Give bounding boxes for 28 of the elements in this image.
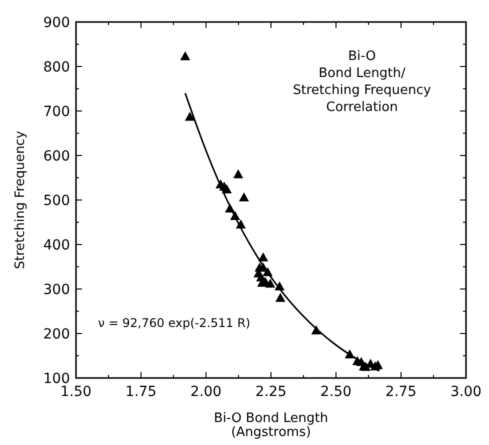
y-tick-label: 200 — [43, 326, 70, 342]
point — [233, 169, 244, 178]
y-tick-label: 900 — [43, 14, 70, 31]
point — [238, 192, 249, 202]
y-tick-label: 500 — [43, 192, 70, 209]
y-tick-label: 100 — [43, 370, 70, 387]
y-tick-label: 800 — [43, 59, 70, 76]
x-tick-label: 2.00 — [190, 384, 222, 400]
point — [258, 252, 268, 262]
point — [265, 278, 276, 288]
y-tick-label: 400 — [43, 237, 70, 254]
point — [180, 51, 190, 60]
x-tick-label: 2.25 — [255, 384, 287, 400]
x-tick-label: 2.75 — [385, 384, 417, 400]
y-axis-title: Stretching Frequency — [13, 130, 28, 270]
y-tick-label: 700 — [43, 104, 70, 120]
point — [275, 292, 286, 302]
x-tick-label: 1.75 — [125, 384, 157, 400]
x-tick-label: 2.50 — [320, 384, 352, 400]
y-tick-label: 600 — [43, 148, 70, 164]
y-tick-label: 300 — [43, 282, 70, 298]
text: Bi-O Bond Length/ Stretching Frequency Correlation — [292, 49, 432, 115]
x-tick-label: 1.50 — [60, 384, 92, 400]
x-tick-label: 3.00 — [450, 384, 482, 400]
annotation: ν = 92,760 exp(-2.511 R) — [98, 316, 250, 330]
x-axis-title: Bi-O Bond Length (Angstroms) — [214, 411, 328, 440]
point — [222, 184, 232, 194]
point — [184, 112, 195, 121]
